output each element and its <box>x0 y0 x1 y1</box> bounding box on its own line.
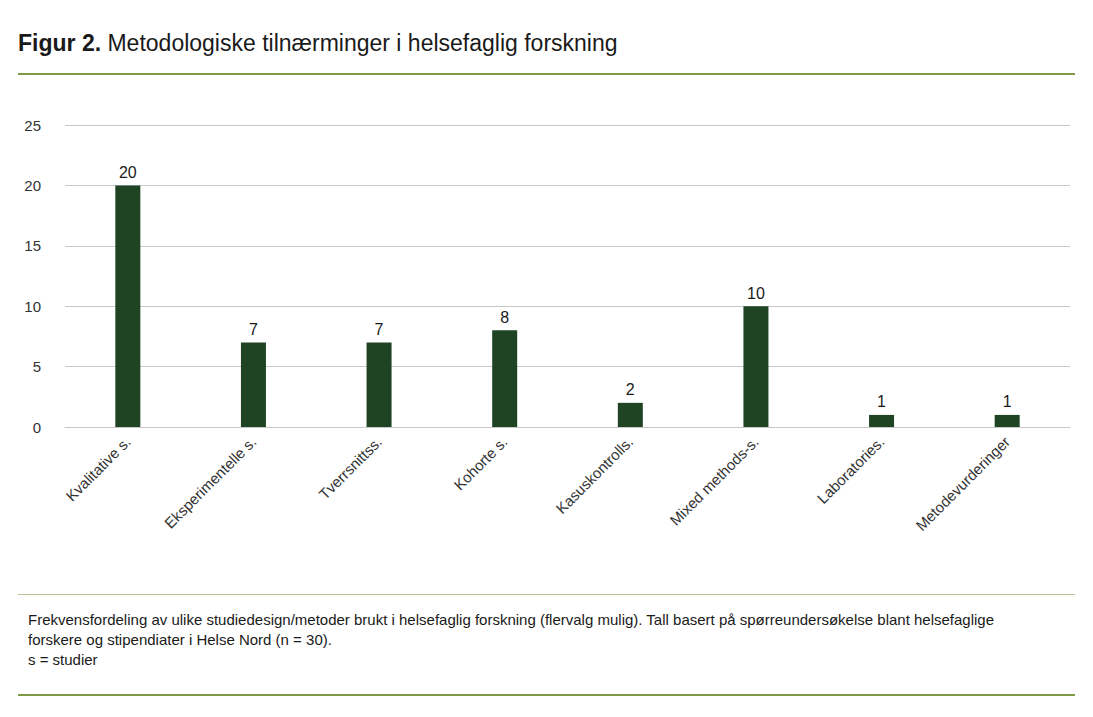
svg-text:1: 1 <box>1003 393 1012 410</box>
svg-text:7: 7 <box>375 321 384 338</box>
svg-text:Kohorte s.: Kohorte s. <box>450 433 510 493</box>
svg-text:Mixed methods-s.: Mixed methods-s. <box>666 433 762 529</box>
svg-text:Metodevurderinger: Metodevurderinger <box>912 433 1013 534</box>
svg-text:15: 15 <box>24 237 41 254</box>
svg-text:10: 10 <box>24 298 41 315</box>
svg-text:Kasuskontrolls.: Kasuskontrolls. <box>552 433 636 517</box>
svg-text:25: 25 <box>24 117 41 134</box>
svg-text:20: 20 <box>24 177 41 194</box>
svg-text:Eksperimentelle s.: Eksperimentelle s. <box>161 433 260 532</box>
svg-text:0: 0 <box>33 419 41 436</box>
svg-text:Kvalitative s.: Kvalitative s. <box>62 433 134 505</box>
html-text:Frekvensfordeling av ulike stu: Frekvensfordeling av ulike studiedesign/… <box>28 611 995 648</box>
svg-text:Laboratories.: Laboratories. <box>814 433 888 507</box>
svg-text:20: 20 <box>119 164 137 181</box>
html-text:s = studier: s = studier <box>28 651 98 668</box>
html-text:Figur 2. Metodologiske tilnærm: Figur 2. Metodologiske tilnærminger i he… <box>18 30 618 56</box>
svg-text:8: 8 <box>500 309 509 326</box>
svg-text:7: 7 <box>249 321 258 338</box>
svg-text:1: 1 <box>877 393 886 410</box>
svg-text:5: 5 <box>33 358 41 375</box>
svg-text:2: 2 <box>626 381 635 398</box>
svg-text:10: 10 <box>747 285 765 302</box>
svg-text:Tverrsnittss.: Tverrsnittss. <box>315 433 385 503</box>
